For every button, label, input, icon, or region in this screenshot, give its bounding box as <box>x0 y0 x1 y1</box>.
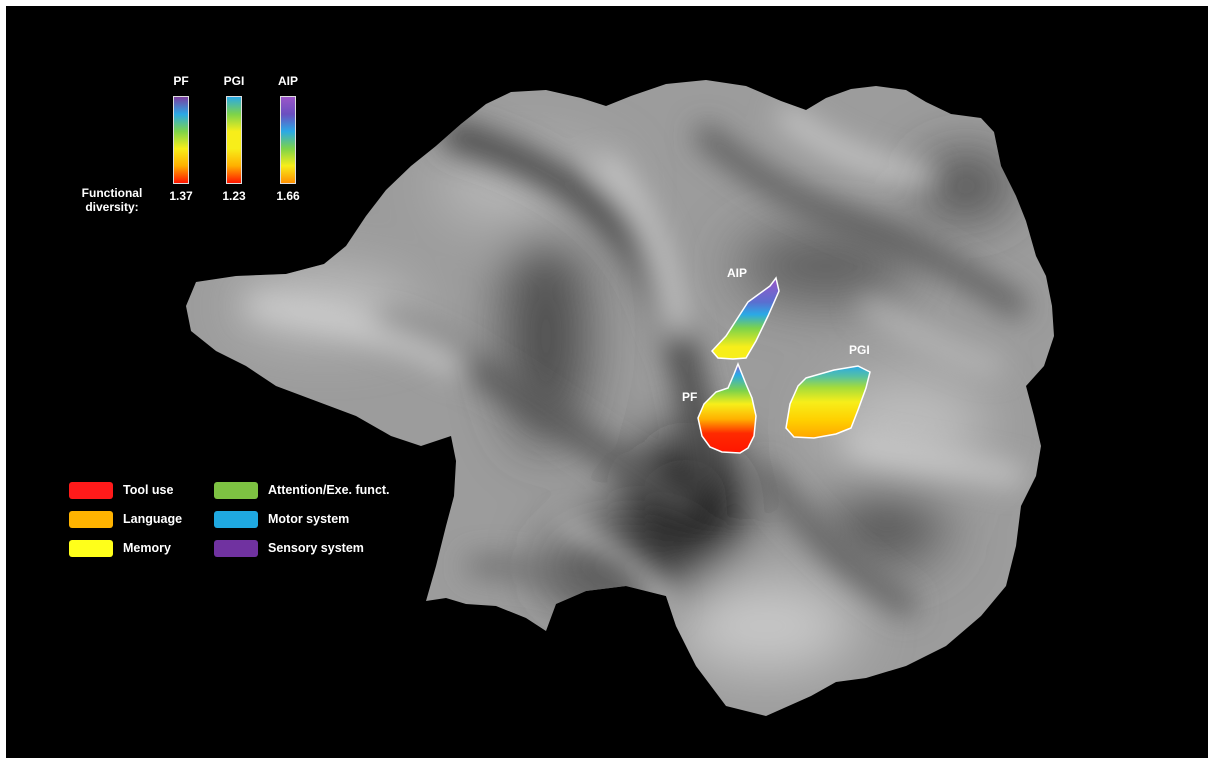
region-pgi-patch <box>785 365 871 439</box>
legend-label: Sensory system <box>268 541 364 555</box>
legend-item-attention: Attention/Exe. funct. <box>214 481 390 499</box>
legend-label: Attention/Exe. funct. <box>268 483 390 497</box>
legend-swatch <box>69 481 113 499</box>
colorbar-value: 1.23 <box>222 189 246 203</box>
functional-diversity-heading: Functional diversity: <box>81 186 143 214</box>
colorbar-pf: PF 1.37 <box>161 72 201 203</box>
colorbar-gradient <box>173 96 189 184</box>
colorbar-title: PF <box>173 74 189 88</box>
legend-item-tool-use: Tool use <box>69 481 173 499</box>
region-aip-patch <box>710 276 780 360</box>
colorbar-value: 1.66 <box>276 189 300 203</box>
colorbar-gradient <box>226 96 242 184</box>
colorbar-gradient <box>280 96 296 184</box>
legend-item-motor: Motor system <box>214 510 349 528</box>
legend-swatch <box>69 539 113 557</box>
region-label-pgi: PGI <box>849 343 870 357</box>
legend-item-language: Language <box>69 510 182 528</box>
legend-label: Tool use <box>123 483 174 497</box>
region-label-aip: AIP <box>727 266 748 280</box>
legend-label: Motor system <box>268 512 350 526</box>
colorbar-title: AIP <box>277 74 298 88</box>
region-pf-patch <box>697 361 757 454</box>
region-label-pf: PF <box>682 390 698 404</box>
legend-label: Memory <box>123 541 171 555</box>
flattened-cortex-map <box>186 80 1054 716</box>
legend-swatch <box>69 510 113 528</box>
legend-label: Language <box>123 512 183 526</box>
legend-swatch <box>214 539 258 557</box>
legend-swatch <box>214 481 258 499</box>
legend-item-sensory: Sensory system <box>214 539 364 557</box>
legend-swatch <box>214 510 258 528</box>
legend-item-memory: Memory <box>69 539 171 557</box>
colorbar-aip: AIP 1.66 <box>268 72 308 203</box>
colorbar-title: PGI <box>223 74 245 88</box>
figure-canvas: AIP PF PGI Functional diversity: PF 1.37… <box>6 6 1208 758</box>
colorbar-value: 1.37 <box>169 189 193 203</box>
colorbar-pgi: PGI 1.23 <box>214 72 254 203</box>
